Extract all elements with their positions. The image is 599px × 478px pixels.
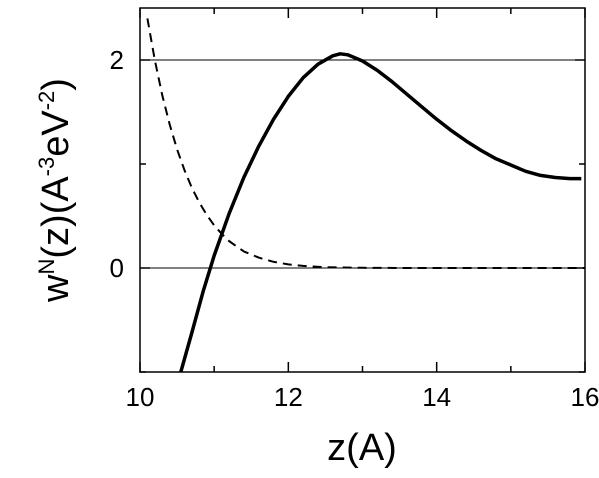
x-axis-title: z(A) [327,427,397,469]
solid-series-line [179,52,582,373]
x-tick-label: 14 [422,382,451,412]
series [146,18,585,373]
dashed-series-line [146,18,585,269]
tick-labels: 10 12 14 16 0 2 [110,45,599,412]
y-tick-label: 0 [110,253,124,283]
reference-lines [140,59,585,269]
y-axis-title: wN(z)(A-3eV-2) [34,78,77,303]
x-tick-label: 12 [274,382,303,412]
x-tick-label: 10 [126,382,155,412]
x-tick-label: 16 [571,382,599,412]
y-tick-label: 2 [110,45,124,75]
